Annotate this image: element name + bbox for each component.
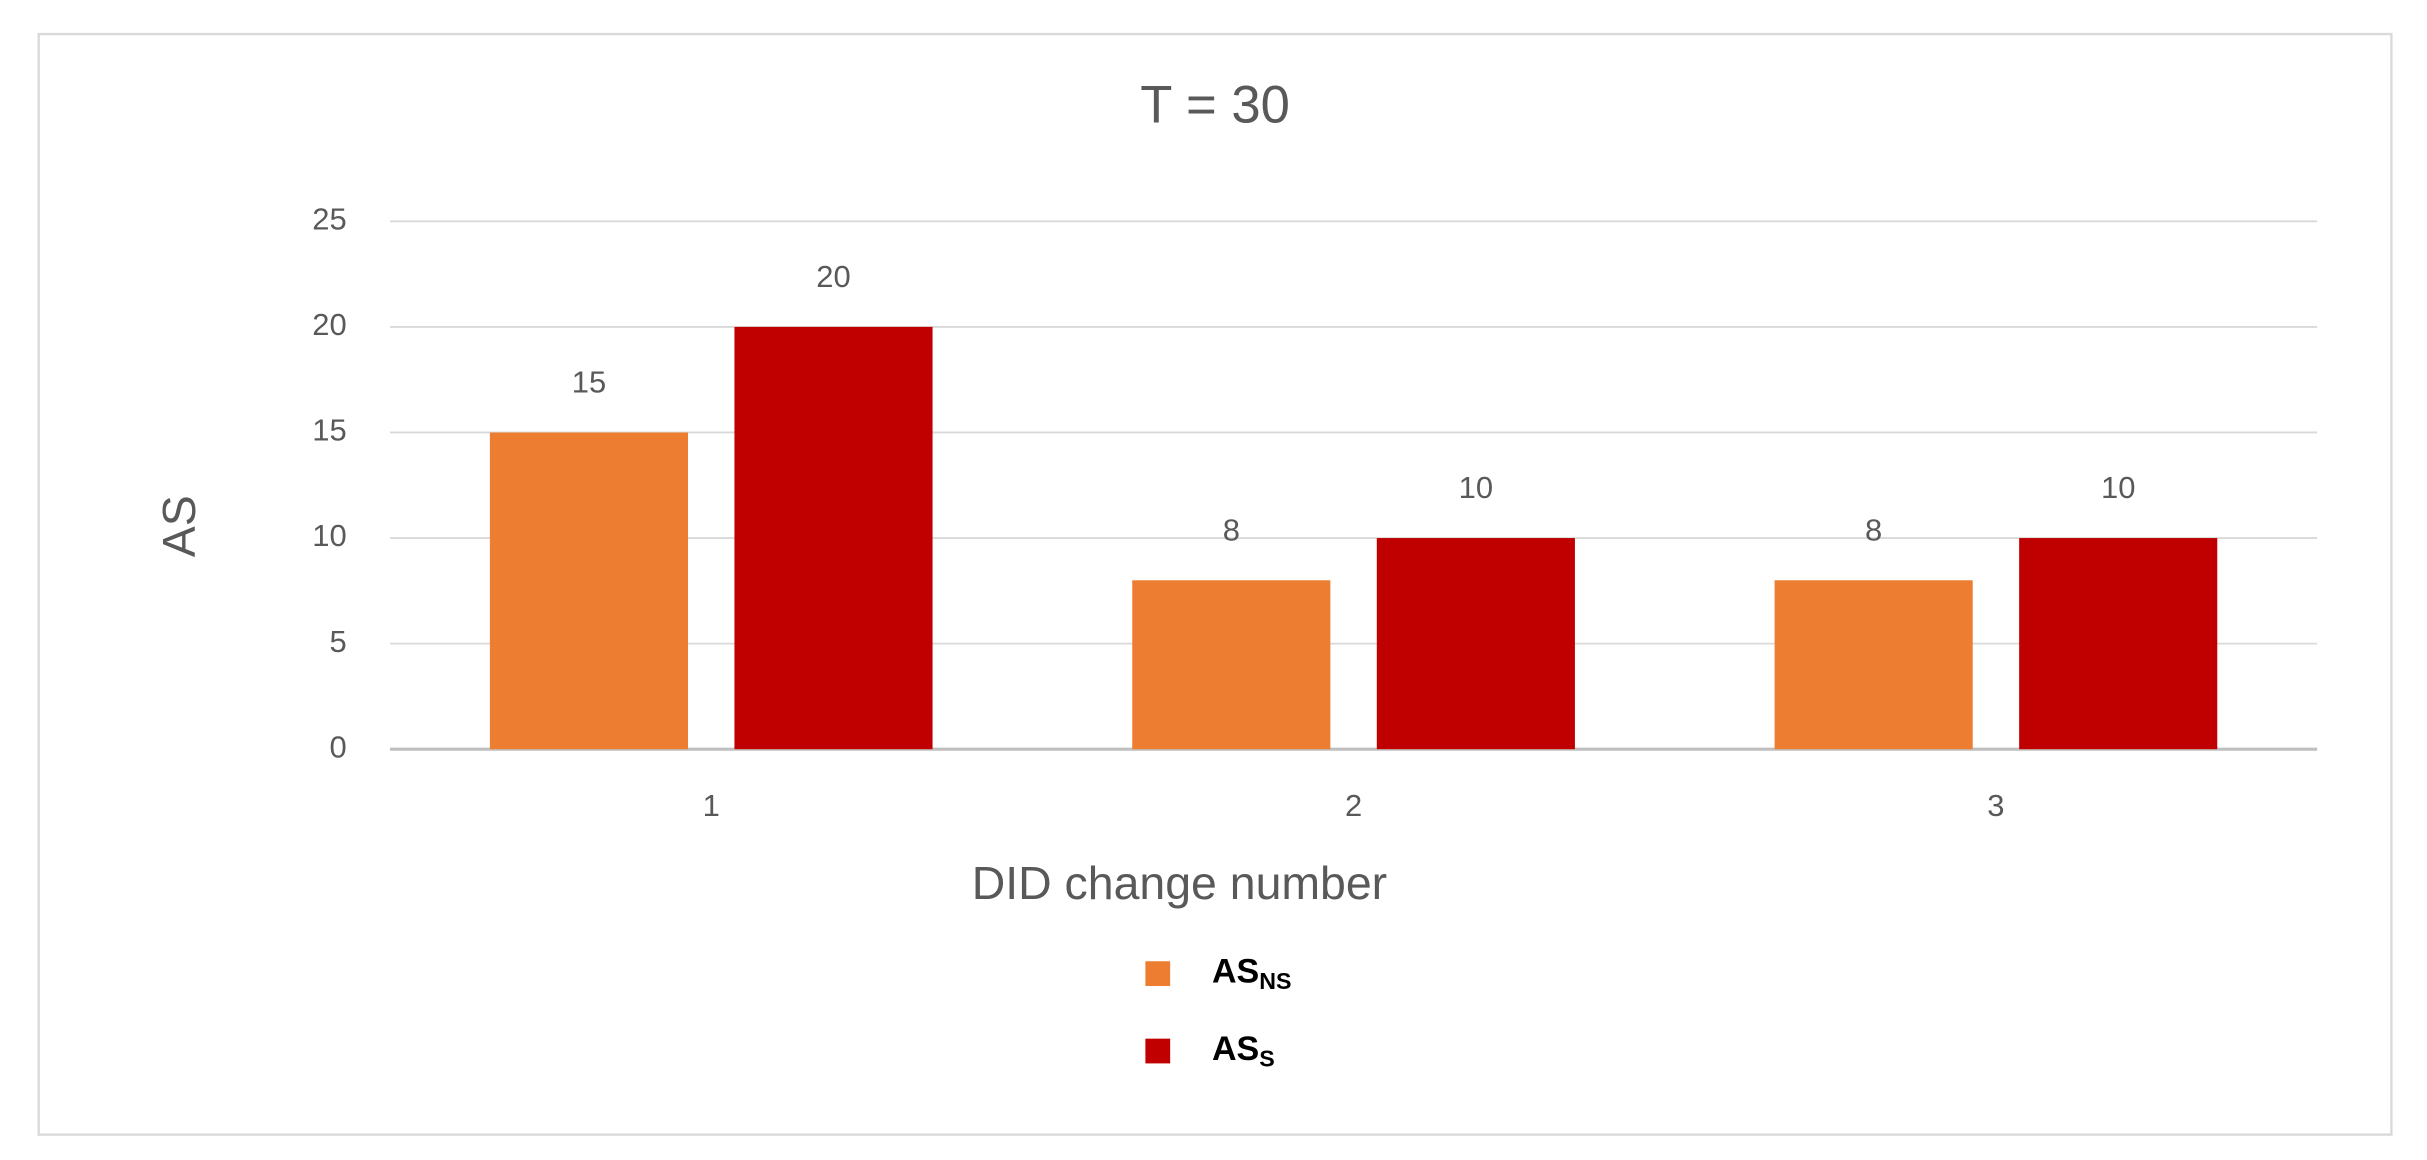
bar [1376,538,1575,750]
y-tick-label: 20 [312,307,346,342]
y-tick-label: 0 [329,729,346,764]
chart-title: T = 30 [1140,75,1290,134]
legend-name: AS [1212,1030,1259,1068]
y-tick-label: 25 [312,202,346,237]
y-tick-label: 5 [329,624,346,659]
data-label: 10 [1459,470,1493,505]
legend-swatch [1145,961,1171,987]
bar [1132,580,1331,750]
x-tick-label: 1 [703,788,720,823]
data-label: 10 [2101,470,2135,505]
x-tick-label: 2 [1345,788,1362,823]
bar [1774,580,1973,750]
data-label: 8 [1223,512,1240,547]
x-tick-label: 3 [1987,788,2004,823]
legend-swatch [1145,1038,1171,1064]
legend-name: AS [1212,953,1259,991]
legend-subscript: NS [1259,968,1291,994]
legend-label: ASNS [1212,953,1292,994]
bar [489,432,689,750]
x-axis-label: DID change number [972,857,1387,909]
bar [2019,538,2218,750]
data-label: 8 [1865,512,1882,547]
legend-label: ASS [1212,1030,1275,1071]
bar [734,326,933,750]
y-tick-label: 10 [312,518,346,553]
legend-subscript: S [1259,1045,1274,1071]
y-tick-label: 15 [312,413,346,448]
data-label: 20 [816,259,850,294]
y-axis-label: AS [153,495,205,557]
data-label: 15 [572,365,606,400]
